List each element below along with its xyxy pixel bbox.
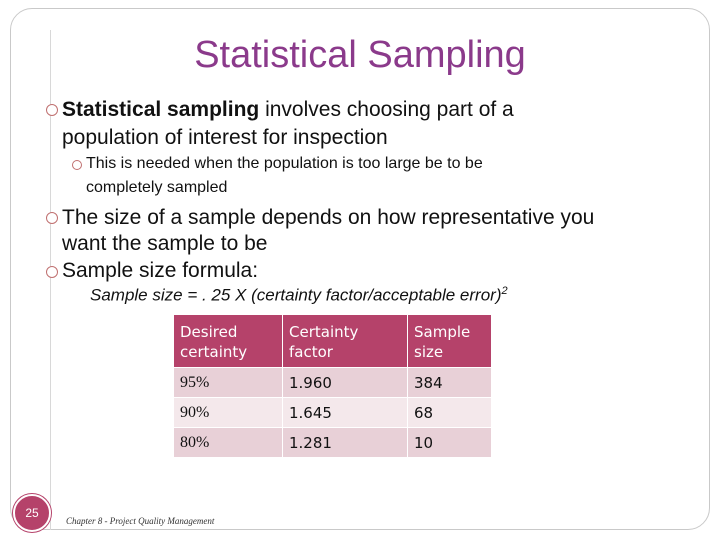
cell-size: 68 (407, 397, 492, 428)
sub-bullet-1: This is needed when the population is to… (86, 155, 483, 172)
cell-factor: 1.960 (282, 367, 408, 398)
cell-certainty: 95% (174, 367, 283, 398)
cell-factor: 1.645 (282, 397, 408, 428)
slide-left-margin (10, 30, 51, 530)
certainty-table: Desired certainty Certainty factor Sample s… (174, 315, 492, 457)
formula-exponent: 2 (501, 285, 508, 297)
slide-frame (10, 8, 710, 530)
header-certainty-factor: Certainty factor (282, 315, 408, 368)
header-sample-size: Sample size (407, 315, 492, 368)
bullet-marker (46, 212, 58, 224)
slide-number-badge: 25 (13, 494, 51, 532)
header-desired-certainty: Desired certainty (174, 315, 283, 368)
bullet-marker (46, 104, 58, 116)
table-header-row: Desired certainty Certainty factor Sample s… (174, 315, 492, 368)
cell-size: 10 (407, 427, 492, 457)
bullet-1: Statistical sampling involves choosing p… (62, 98, 514, 122)
cell-size: 384 (407, 367, 492, 398)
bullet-1-bold: Statistical sampling (62, 98, 260, 121)
cell-factor: 1.281 (282, 427, 408, 457)
sample-size-formula: Sample size = . 25 X (certainty factor/a… (90, 285, 508, 306)
cell-certainty: 80% (174, 427, 283, 457)
table-row: 80% 1.281 10 (174, 427, 492, 457)
sub-bullet-marker (72, 160, 82, 170)
table-row: 90% 1.645 68 (174, 397, 492, 428)
cell-certainty: 90% (174, 397, 283, 428)
bullet-3: Sample size formula: (62, 259, 259, 282)
sub-bullet-1-cont: completely sampled (86, 179, 228, 196)
slide-footer: Chapter 8 - Project Quality Management (66, 516, 215, 526)
table-row: 95% 1.960 384 (174, 367, 492, 398)
bullet-1-rest: involves choosing part of a (259, 98, 514, 121)
bullet-1-cont: population of interest for inspection (62, 126, 388, 149)
bullet-2-cont: want the sample to be (62, 232, 268, 255)
bullet-marker (46, 266, 58, 278)
formula-text: Sample size = . 25 X (certainty factor/a… (90, 285, 502, 305)
bullet-2: The size of a sample depends on how repr… (62, 206, 595, 229)
slide-title: Statistical Sampling (194, 34, 526, 76)
